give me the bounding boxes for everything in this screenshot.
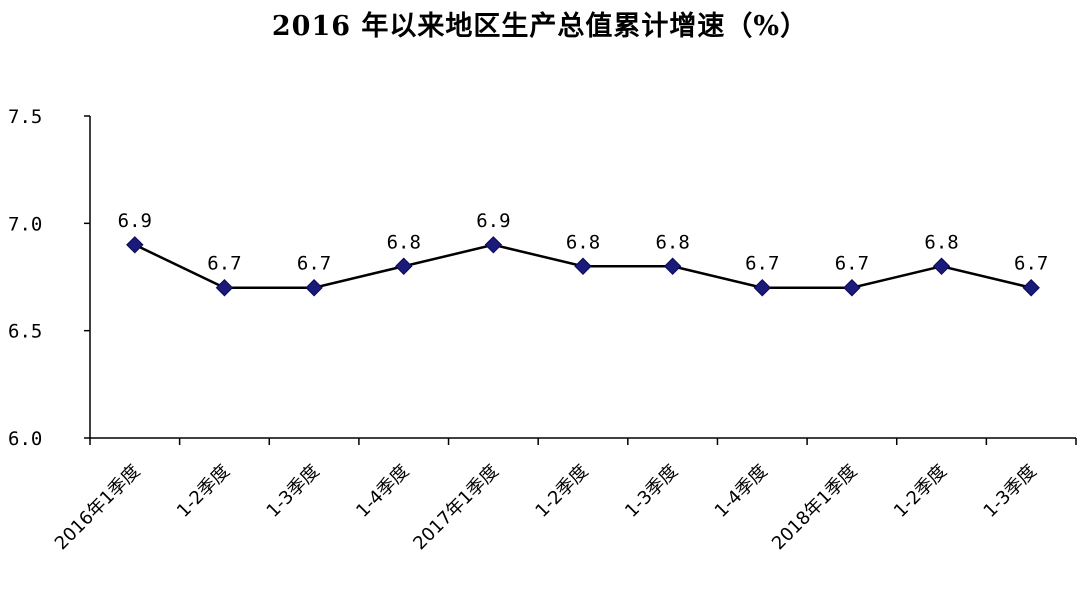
data-label: 6.8 (566, 231, 600, 253)
data-point-marker (395, 257, 413, 275)
y-tick-label: 6.0 (8, 428, 42, 450)
data-point-marker (574, 257, 592, 275)
data-label: 6.8 (387, 231, 421, 253)
x-tick-label: 1-3季度 (621, 461, 682, 522)
data-point-marker (753, 279, 771, 297)
x-tick-label: 2016年1季度 (51, 461, 145, 555)
data-label: 6.7 (297, 253, 331, 275)
y-tick-label: 7.0 (8, 213, 42, 235)
data-point-marker (1022, 279, 1040, 297)
x-tick-label: 1-3季度 (263, 461, 324, 522)
data-label: 6.7 (207, 253, 241, 275)
chart-title: 2016 年以来地区生产总值累计增速（%） (271, 11, 809, 42)
y-tick-label: 6.5 (8, 321, 42, 343)
axes (89, 116, 1076, 439)
x-tick-label: 1-3季度 (980, 461, 1041, 522)
data-label: 6.7 (1014, 253, 1048, 275)
y-tick-label: 7.5 (8, 106, 42, 128)
data-label: 6.9 (118, 210, 152, 232)
data-label: 6.7 (745, 253, 779, 275)
series-markers (126, 236, 1040, 297)
data-label: 6.8 (924, 231, 958, 253)
x-tick-label: 1-2季度 (531, 461, 592, 522)
x-tick-label: 2017年1季度 (409, 461, 503, 555)
x-tick-label: 1-2季度 (890, 461, 951, 522)
y-axis-ticks: 6.0 6.5 7.0 7.5 (8, 106, 90, 450)
data-point-marker (484, 236, 503, 254)
data-label: 6.7 (835, 253, 869, 275)
data-point-marker (126, 236, 144, 254)
x-tick-label: 2018年1季度 (768, 461, 862, 555)
data-point-marker (305, 279, 323, 297)
data-point-marker (215, 279, 234, 297)
data-point-marker (663, 257, 682, 275)
data-labels: 6.9 6.7 6.7 6.8 6.9 6.8 6.8 6.7 6.7 6.8 6.7 (118, 210, 1049, 275)
data-point-marker (932, 257, 951, 275)
data-label: 6.9 (476, 210, 510, 232)
data-label: 6.8 (655, 231, 689, 253)
x-tick-label: 1-2季度 (173, 461, 234, 522)
x-tick-label: 1-4季度 (711, 461, 772, 522)
data-point-marker (843, 279, 861, 297)
x-tick-label: 1-4季度 (352, 461, 413, 522)
